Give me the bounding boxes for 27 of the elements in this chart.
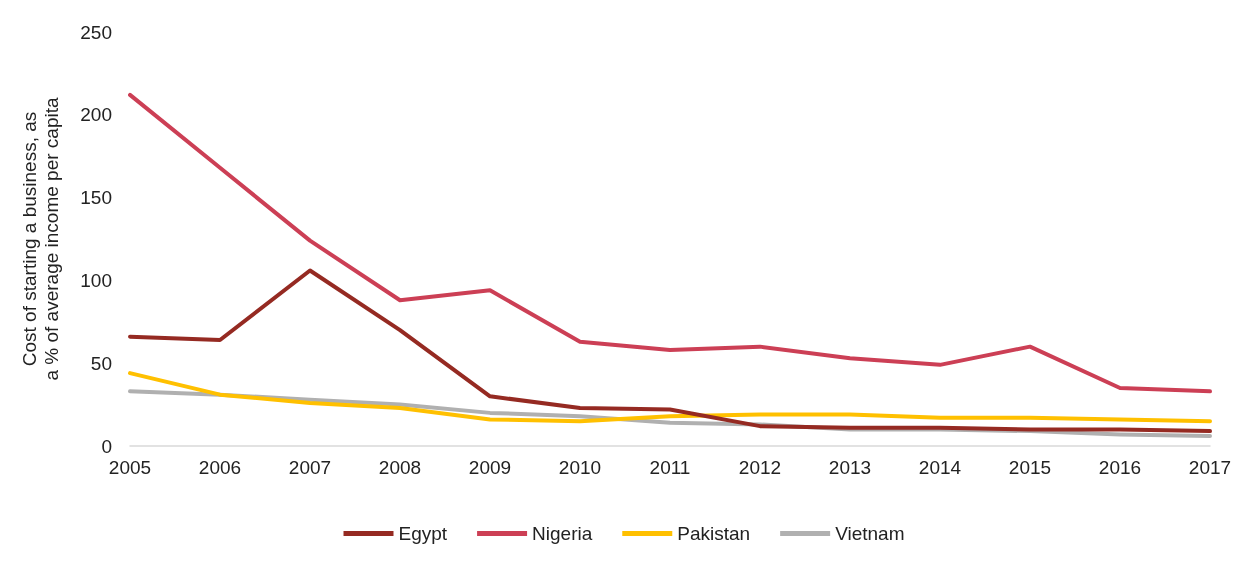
legend-label: Vietnam [835, 523, 905, 544]
x-tick-label: 2009 [468, 457, 512, 478]
x-tick-label: 2016 [1098, 457, 1142, 478]
x-tick-label: 2011 [649, 457, 691, 478]
line-series [128, 268, 1212, 434]
x-tick-label: 2006 [198, 457, 242, 478]
x-tick-label: 2010 [558, 457, 602, 478]
line-series [128, 371, 1212, 424]
legend-label: Egypt [398, 523, 448, 544]
y-tick-label: 50 [90, 352, 112, 374]
y-tick-label: 250 [80, 21, 112, 43]
x-tick-label: 2012 [738, 457, 782, 478]
x-tick-label: 2007 [288, 457, 332, 478]
y-tick-label: 200 [80, 104, 112, 126]
x-tick-label: 2015 [1008, 457, 1052, 478]
line-series [128, 92, 1212, 394]
legend-label: Nigeria [532, 523, 593, 544]
x-tick-label: 2013 [828, 457, 872, 478]
x-tick-label: 2008 [378, 457, 422, 478]
x-tick-label: 2014 [918, 457, 962, 478]
y-tick-label: 100 [80, 269, 112, 291]
x-tick-label: 2017 [1188, 457, 1232, 478]
legend-label: Pakistan [677, 523, 751, 544]
y-axis-title: Cost of starting a business, as a % of average income per capita [18, 97, 62, 381]
x-tick-label: 2005 [108, 457, 152, 478]
y-tick-label: 0 [101, 435, 112, 457]
y-tick-label: 150 [80, 187, 112, 209]
